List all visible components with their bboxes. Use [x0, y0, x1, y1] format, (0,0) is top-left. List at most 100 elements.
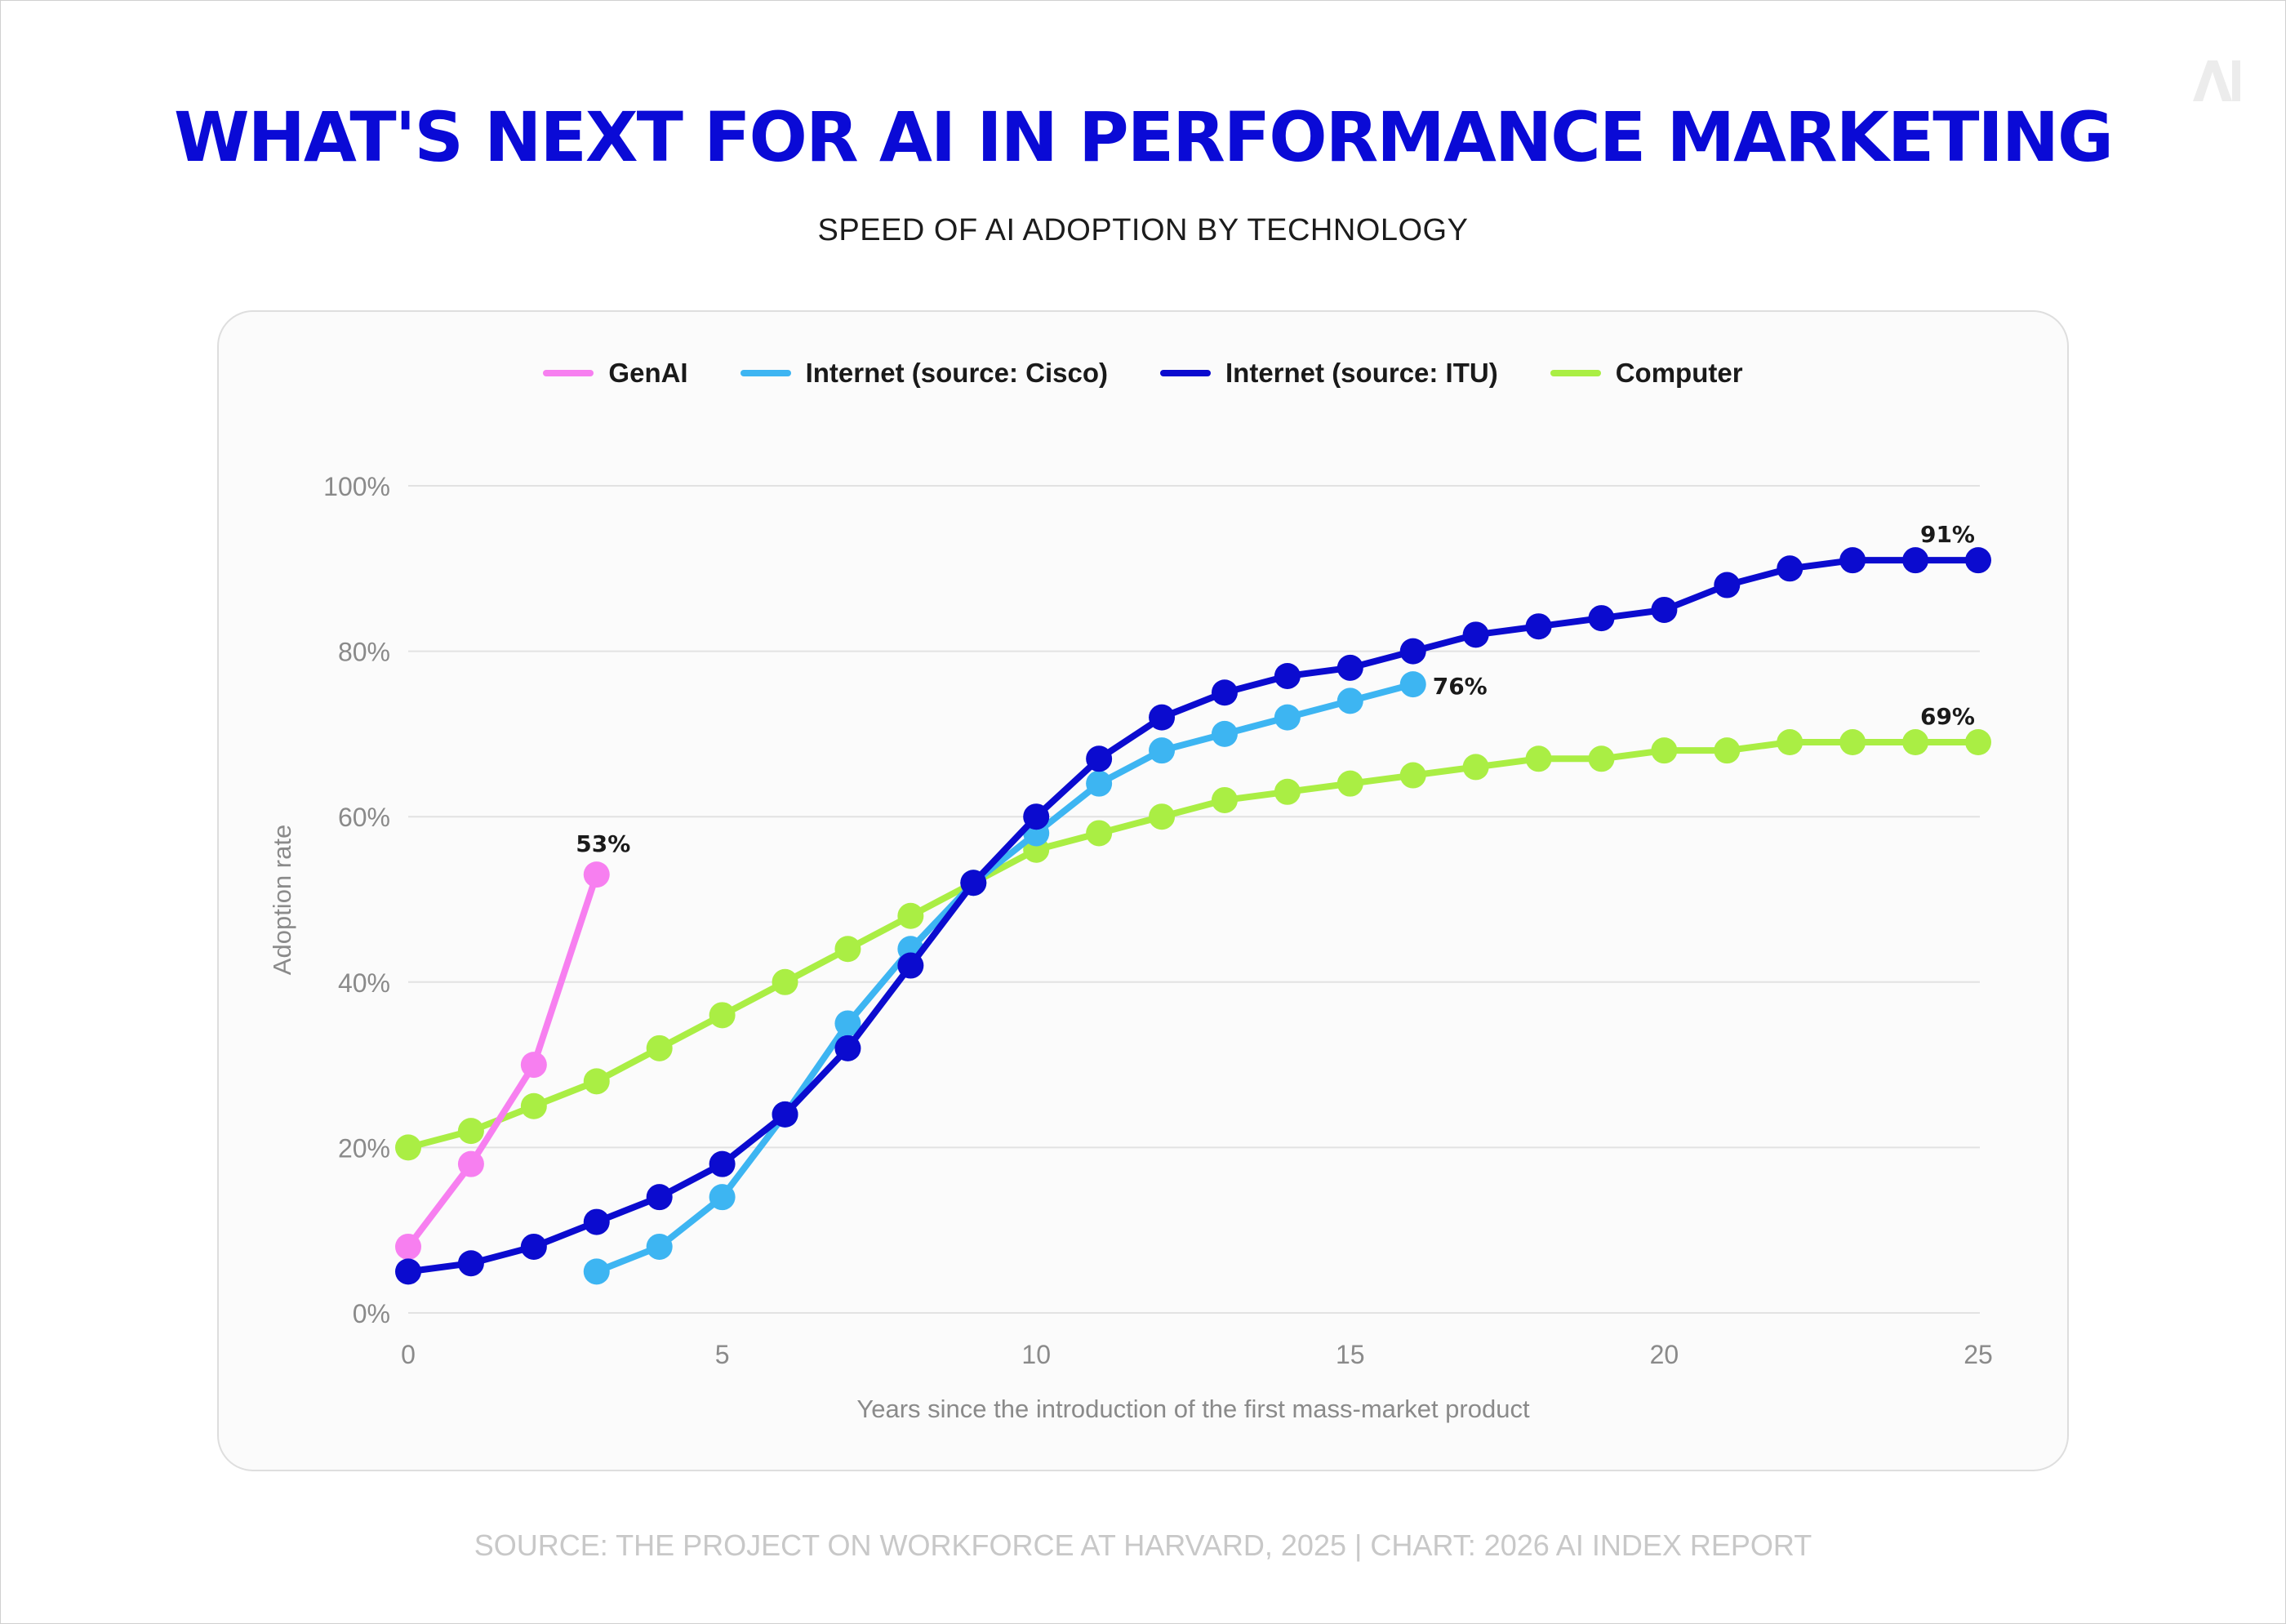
data-point — [1274, 778, 1301, 805]
data-point — [1902, 547, 1929, 574]
x-tick-label: 25 — [1964, 1340, 1993, 1369]
data-point — [1777, 555, 1803, 582]
data-point — [1462, 621, 1489, 648]
y-tick-label: 20% — [338, 1133, 390, 1163]
y-tick-label: 60% — [338, 803, 390, 832]
data-point — [583, 1068, 610, 1095]
data-point — [646, 1233, 673, 1260]
data-point — [834, 936, 861, 963]
data-point — [1399, 671, 1426, 698]
data-point — [457, 1150, 484, 1177]
data-point — [1336, 687, 1363, 714]
legend-item: GenAI — [543, 358, 688, 389]
data-point — [1462, 754, 1489, 781]
series-line — [405, 739, 1981, 1151]
data-point — [583, 1258, 610, 1285]
data-point — [520, 1233, 547, 1260]
data-point — [1086, 770, 1113, 797]
data-point — [457, 1250, 484, 1277]
x-tick-label: 20 — [1650, 1340, 1679, 1369]
data-point — [1149, 803, 1176, 830]
data-point — [1211, 786, 1238, 813]
data-point — [1777, 729, 1803, 756]
legend-item: Internet (source: Cisco) — [740, 358, 1109, 389]
data-point — [1399, 762, 1426, 789]
data-point — [1086, 745, 1113, 772]
data-point — [457, 1118, 484, 1145]
data-label: 91% — [1920, 521, 1975, 548]
data-point — [520, 1092, 547, 1119]
data-point — [646, 1034, 673, 1061]
data-point — [646, 1184, 673, 1211]
legend-item: Internet (source: ITU) — [1160, 358, 1498, 389]
x-tick-label: 0 — [401, 1340, 416, 1369]
chart-card — [217, 310, 2069, 1471]
page-title: WHAT'S NEXT FOR AI IN PERFORMANCE MARKET… — [173, 97, 2114, 177]
x-tick-label: 10 — [1021, 1340, 1051, 1369]
data-point — [1714, 737, 1741, 764]
data-point — [834, 1034, 861, 1061]
data-point — [1211, 679, 1238, 706]
x-tick-label: 5 — [715, 1340, 730, 1369]
data-point — [1274, 662, 1301, 689]
x-tick-label: 15 — [1336, 1340, 1365, 1369]
y-tick-label: 100% — [323, 472, 390, 501]
series-internet-source-itu: 91% — [395, 521, 1991, 1285]
legend-swatch — [1550, 370, 1601, 376]
y-tick-label: 40% — [338, 968, 390, 998]
x-axis-title: Years since the introduction of the firs… — [856, 1395, 1530, 1423]
data-point — [1336, 770, 1363, 797]
source-note: SOURCE: THE PROJECT ON WORKFORCE AT HARV… — [474, 1528, 1812, 1562]
chart-legend: GenAI Internet (source: Cisco) Internet (s… — [0, 358, 2286, 389]
chart-subtitle: SPEED OF AI ADOPTION BY TECHNOLOGY — [817, 213, 1469, 247]
data-label: 69% — [1920, 703, 1975, 730]
data-point — [1274, 704, 1301, 731]
data-point — [1588, 745, 1615, 772]
data-label: 53% — [576, 830, 630, 857]
legend-swatch — [740, 370, 791, 376]
data-point — [1839, 729, 1866, 756]
ai-logo-icon — [2193, 60, 2240, 101]
data-point — [709, 1150, 736, 1177]
data-point — [583, 861, 610, 888]
data-point — [1651, 596, 1678, 623]
series-line — [405, 557, 1981, 1275]
data-point — [1086, 820, 1113, 847]
y-tick-label: 0% — [353, 1299, 390, 1328]
data-point — [1399, 638, 1426, 665]
legend-label: Computer — [1615, 358, 1743, 388]
data-point — [709, 1184, 736, 1211]
y-tick-label: 80% — [338, 638, 390, 667]
data-point — [1588, 605, 1615, 632]
legend-label: Internet (source: ITU) — [1225, 358, 1498, 388]
data-point — [1651, 737, 1678, 764]
data-point — [1525, 613, 1552, 640]
data-point — [1965, 547, 1991, 574]
data-point — [960, 870, 987, 897]
data-point — [1336, 654, 1363, 681]
data-point — [897, 952, 924, 979]
data-point — [520, 1052, 547, 1079]
data-point — [395, 1233, 421, 1260]
legend-swatch — [543, 370, 594, 376]
data-point — [1149, 704, 1176, 731]
data-point — [772, 1101, 798, 1128]
legend-label: Internet (source: Cisco) — [805, 358, 1109, 388]
legend-swatch — [1160, 370, 1212, 376]
data-point — [1839, 547, 1866, 574]
legend-label: GenAI — [608, 358, 688, 388]
data-point — [1023, 803, 1050, 830]
data-point — [1902, 729, 1929, 756]
data-point — [1525, 745, 1552, 772]
data-point — [772, 968, 798, 995]
data-point — [1714, 572, 1741, 598]
series-line — [593, 681, 1417, 1275]
data-point — [1211, 720, 1238, 747]
series-genai: 53% — [395, 830, 630, 1260]
data-point — [834, 1010, 861, 1037]
data-point — [1149, 737, 1176, 764]
series-internet-source-cisco: 76% — [583, 671, 1488, 1285]
data-point — [709, 1002, 736, 1029]
data-point — [1965, 729, 1991, 756]
